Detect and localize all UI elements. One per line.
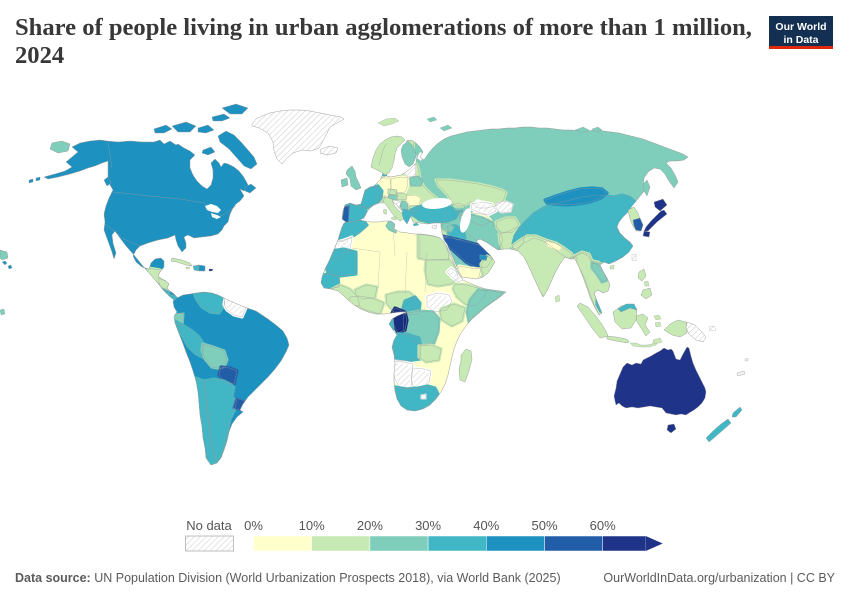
svg-text:0%: 0% <box>244 518 263 533</box>
svg-text:60%: 60% <box>590 518 616 533</box>
svg-text:10%: 10% <box>299 518 325 533</box>
svg-text:20%: 20% <box>357 518 383 533</box>
svg-text:30%: 30% <box>415 518 441 533</box>
svg-text:50%: 50% <box>531 518 557 533</box>
svg-text:40%: 40% <box>473 518 499 533</box>
svg-text:No data: No data <box>186 518 232 533</box>
